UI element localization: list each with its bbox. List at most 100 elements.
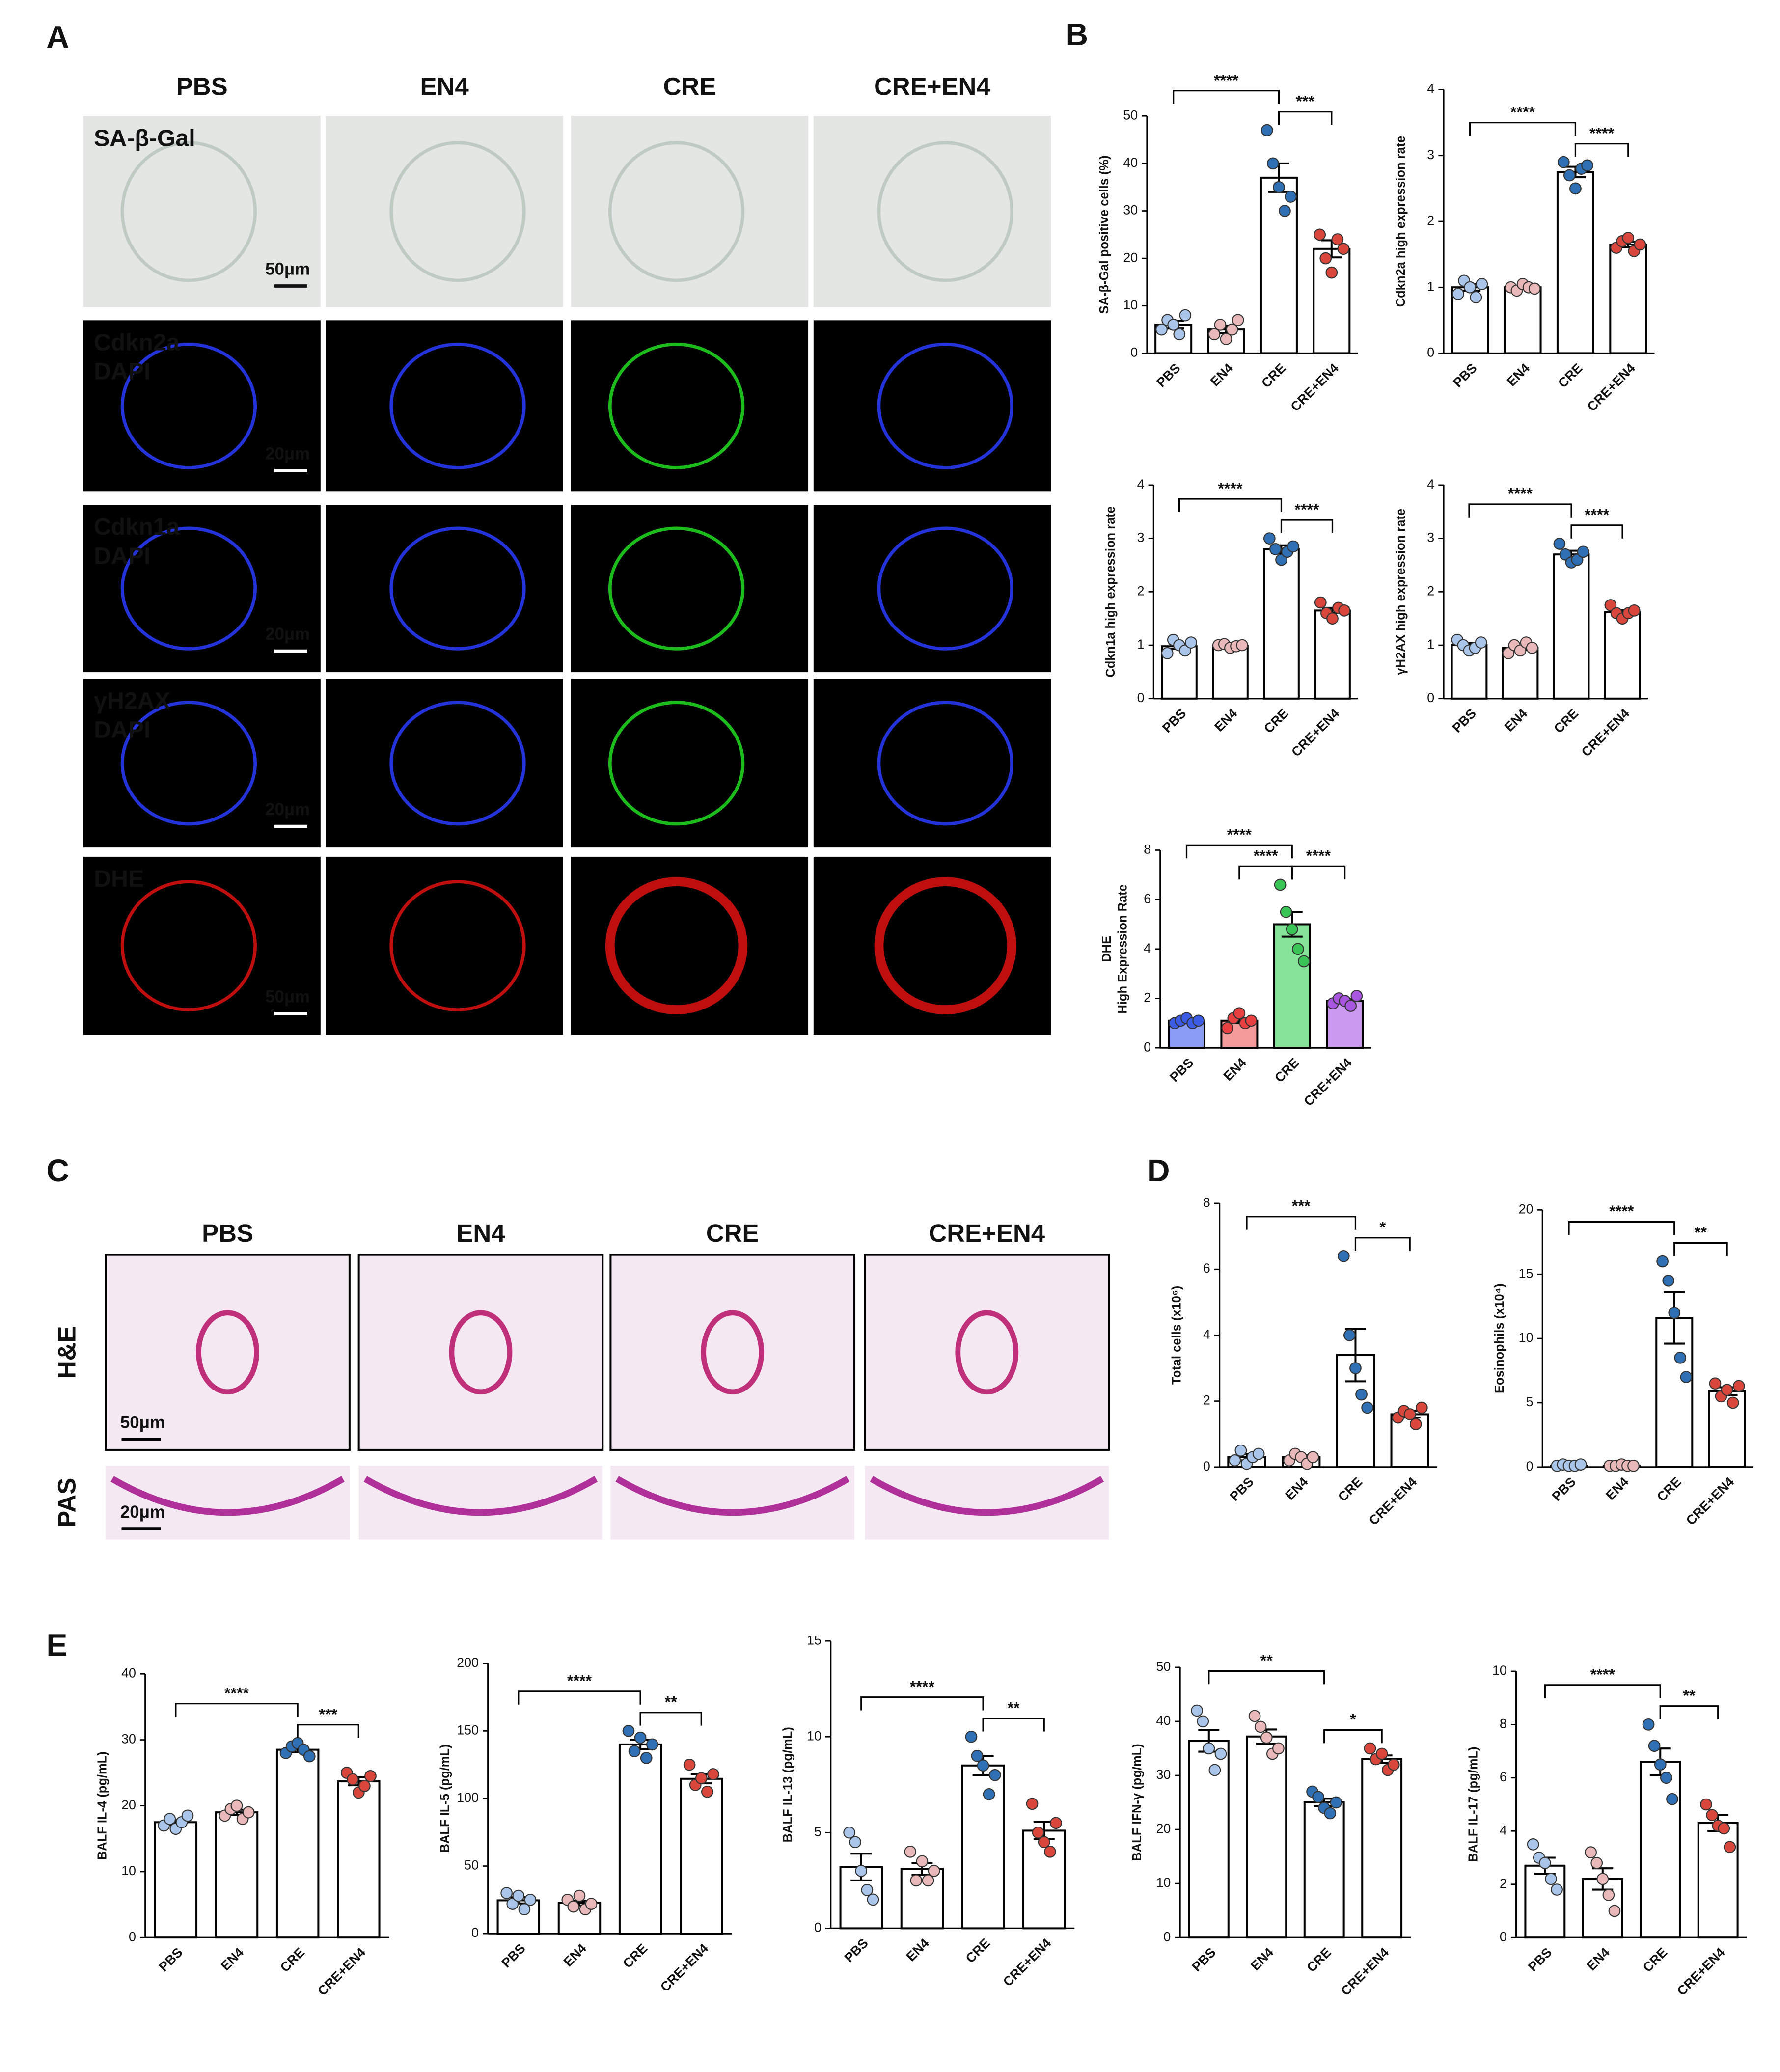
data-point [1349,1362,1362,1374]
y-tick-label: 2 [1427,583,1434,598]
panel-letter: B [1066,17,1089,52]
y-tick-label: 4 [1137,477,1145,491]
y-axis-label: DHE [1100,936,1114,962]
data-point [364,1770,377,1782]
data-point [1260,124,1273,136]
data-point [1528,282,1541,295]
data-point [1312,1791,1324,1803]
data-point [1674,1351,1687,1364]
y-tick-label: 15 [807,1633,822,1647]
y-tick-label: 2 [1500,1876,1507,1891]
y-tick-label: 0 [1427,690,1434,705]
micrograph [609,1254,856,1451]
significance-label: **** [1589,124,1615,142]
significance-bracket [1659,1705,1719,1719]
y-axis-label: Cdkn2a high expression rate [1394,136,1408,307]
data-point [1634,238,1646,251]
bar [1188,1740,1230,1939]
data-point [1280,905,1292,918]
data-point [1234,1444,1247,1457]
significance-label: **** [1508,485,1533,503]
significance-bracket [1354,1237,1411,1251]
data-point [1604,599,1617,611]
data-point [1324,1807,1337,1820]
data-point [1718,1822,1730,1835]
bar [1556,171,1594,354]
epithelium [110,1476,345,1516]
bar [1697,1822,1739,1939]
data-point [1355,1388,1368,1401]
bar [337,1780,381,1939]
y-tick-label: 30 [1123,203,1138,218]
stain-label: DAPI [94,717,150,743]
significance-bracket [1544,1684,1661,1698]
micrograph [610,1466,855,1540]
data-point [1298,955,1310,968]
data-point [1314,228,1326,241]
y-tick-label: 150 [457,1722,479,1737]
data-point [1706,1809,1718,1822]
data-point [1314,596,1327,609]
data-point [1721,1384,1733,1396]
data-point [1307,1451,1319,1464]
y-axis-label: Eosinophils (x10⁴) [1493,1283,1506,1393]
data-point [1700,1798,1712,1811]
airway-outline [608,526,745,651]
data-point [524,1893,537,1906]
data-point [1403,1408,1416,1420]
airway-outline [120,526,257,651]
y-tick-label: 2 [1144,990,1151,1005]
data-point [707,1768,719,1780]
y-tick-label: 4 [1427,477,1434,491]
epithelium [615,1476,849,1516]
y-tick-label: 0 [1203,1459,1210,1473]
data-point [849,1836,862,1849]
bar [961,1764,1005,1930]
data-point [1602,1889,1615,1901]
airway-outline [449,1310,513,1395]
column-label: CRE [706,1219,759,1247]
column-label: EN4 [420,72,469,100]
data-point [1387,1758,1400,1771]
y-tick-label: 1 [1427,637,1434,652]
y-tick-label: 50 [464,1858,479,1873]
significance-bracket [1185,844,1293,859]
data-point [971,1749,984,1762]
y-axis-label: BALF IL-17 (pg/mL) [1466,1746,1480,1862]
stain-label: DAPI [94,358,150,384]
significance-label: **** [1254,847,1279,865]
stain-label: DAPI [94,543,150,569]
data-point [1274,878,1287,891]
bar [1246,1735,1287,1939]
data-point [1585,1846,1597,1859]
data-point [1557,156,1570,168]
y-tick-label: 20 [1123,250,1138,265]
significance-bracket [1178,498,1283,512]
airway-outline [605,877,748,1014]
data-point [181,1809,194,1822]
significance-bracket [982,1718,1045,1732]
data-point [1191,1704,1203,1717]
y-tick-label: 0 [1144,1039,1151,1054]
y-axis-label: SA-β-Gal positive cells (%) [1097,155,1111,314]
data-point [1291,943,1304,955]
y-tick-label: 20 [1519,1201,1534,1216]
data-point [1656,1255,1669,1268]
scale-bar-label: 20μm [265,800,310,819]
data-point [1325,266,1338,279]
data-point [1229,1454,1241,1467]
data-point [1668,1307,1681,1319]
y-axis-label: BALF IFN-γ (pg/mL) [1130,1744,1144,1861]
y-tick-label: 10 [1156,1875,1171,1890]
column-label: CRE+EN4 [874,72,990,100]
significance-label: **** [224,1684,249,1702]
significance-label: **** [1218,480,1243,497]
stain-label: Cdkn2a [94,329,180,355]
data-point [1551,1883,1563,1896]
significance-bracket [1468,503,1572,518]
bar [215,1811,259,1939]
airway-outline [389,701,526,826]
y-tick-label: 20 [1156,1821,1171,1836]
significance-label: ** [1260,1652,1273,1669]
data-point [585,1898,598,1910]
